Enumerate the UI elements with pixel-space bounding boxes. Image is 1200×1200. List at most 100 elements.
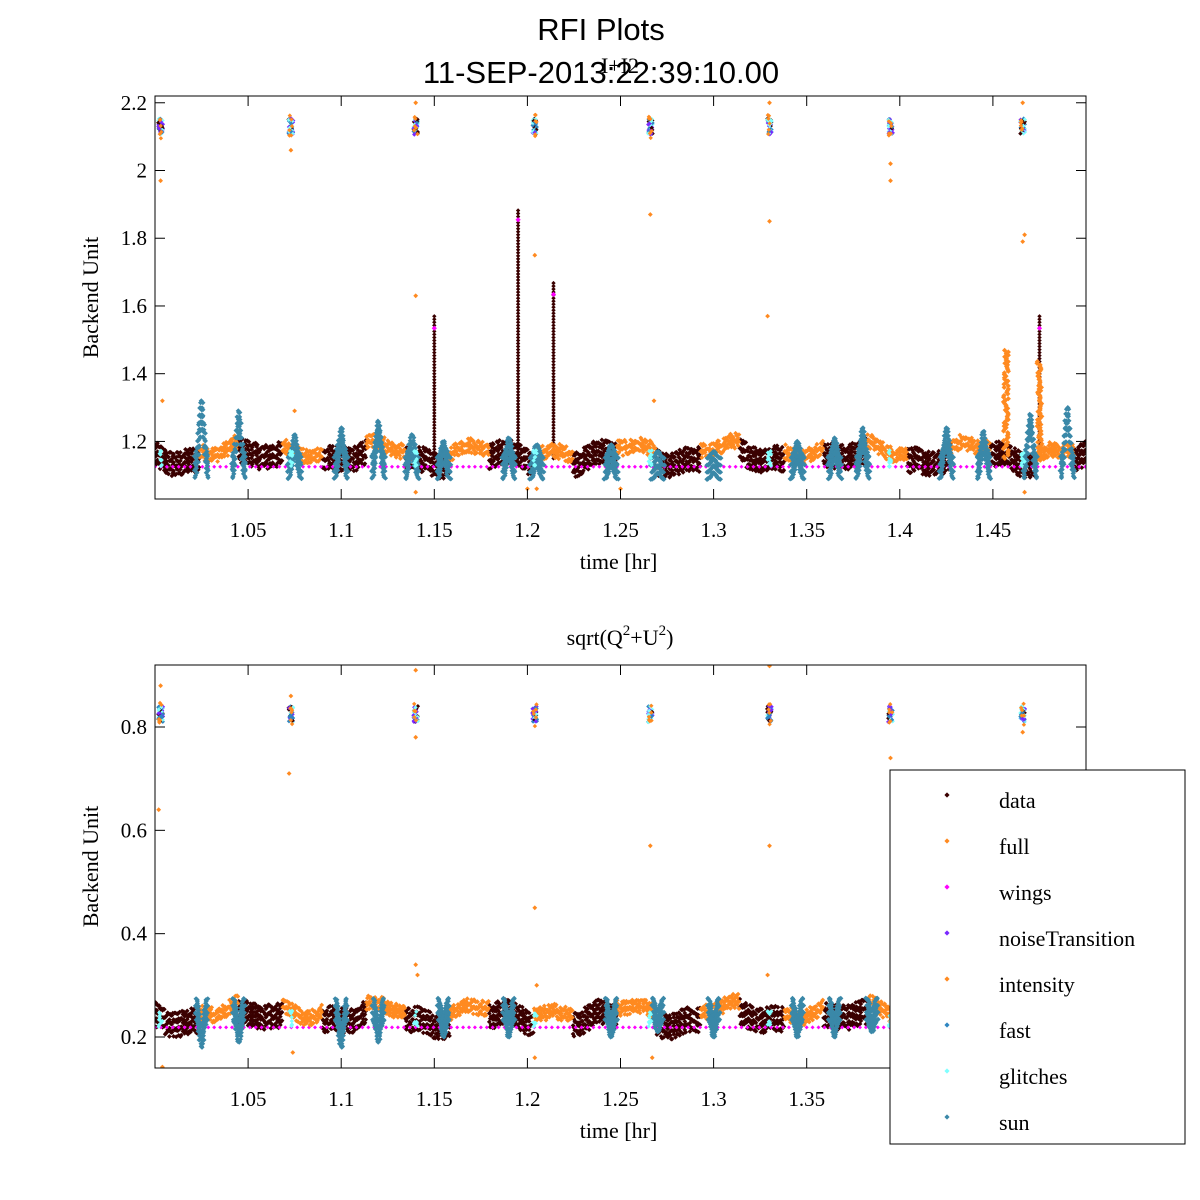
full-point: [1043, 445, 1049, 451]
full-point: [1041, 449, 1047, 455]
full-point: [620, 453, 626, 458]
sun-point: [438, 457, 444, 463]
intensity-spike-point: [1001, 423, 1007, 429]
data-point: [350, 456, 356, 462]
data-point: [855, 443, 860, 449]
sun-point: [230, 450, 236, 456]
data-point: [357, 443, 363, 448]
data-point: [1015, 448, 1021, 453]
sun-point: [402, 462, 408, 468]
data-spike-point: [432, 413, 437, 419]
sun-point: [1025, 444, 1031, 450]
sun-point: [444, 471, 450, 477]
wings-point: [680, 464, 685, 469]
sun-point: [945, 433, 951, 439]
data-spike-point: [515, 353, 521, 358]
sun-point: [792, 450, 799, 456]
data-point: [1083, 458, 1086, 464]
sun-point: [295, 445, 301, 451]
data-point: [330, 443, 336, 449]
full-point: [392, 443, 397, 448]
sun-point: [1025, 451, 1031, 457]
data-spike-point: [432, 317, 437, 322]
sun-point: [950, 461, 957, 467]
sun-point: [789, 473, 795, 479]
sun-point: [1032, 450, 1038, 456]
full-point: [210, 446, 215, 451]
sun-point: [1068, 440, 1074, 446]
data-spike-point: [515, 296, 521, 301]
data-point: [499, 450, 505, 456]
full-point: [283, 437, 289, 443]
intensity-spike-point: [1034, 417, 1041, 423]
data-point: [911, 468, 917, 473]
data-point: [839, 442, 845, 448]
data-point: [173, 463, 179, 468]
wings-point: [550, 291, 557, 297]
sun-point: [443, 462, 449, 468]
data-point: [423, 454, 429, 460]
data-spike-point: [515, 292, 521, 298]
sun-point: [336, 450, 342, 456]
sun-point: [1021, 471, 1027, 477]
sun-point: [535, 466, 541, 473]
sun-point: [615, 469, 621, 475]
data-spike-point: [515, 422, 521, 428]
data-spike-point: [551, 283, 556, 289]
sun-point: [862, 442, 868, 448]
data-point: [1026, 470, 1031, 476]
data-spike-point: [515, 274, 521, 280]
data-point: [927, 456, 932, 462]
full-point: [725, 445, 731, 451]
sun-point: [936, 475, 942, 481]
sun-point: [865, 473, 871, 479]
sun-point: [537, 464, 543, 470]
glitch-point: [159, 457, 164, 463]
intensity-spike-point: [1004, 413, 1010, 419]
full-point: [645, 445, 650, 450]
data-point: [362, 461, 368, 466]
full-point: [221, 441, 226, 446]
sun-point: [1061, 454, 1068, 460]
full-point: [319, 447, 325, 453]
intensity-spike-point: [1005, 352, 1011, 358]
data-point: [686, 451, 692, 457]
data-spike-point: [1037, 317, 1042, 322]
wings-point: [478, 464, 483, 469]
full-point: [1053, 452, 1058, 458]
full-point: [880, 440, 886, 445]
sun-point: [608, 449, 614, 455]
data-point: [269, 463, 275, 469]
full-point: [1043, 452, 1049, 458]
data-point: [164, 467, 170, 473]
sun-point: [977, 444, 983, 450]
data-point: [273, 454, 279, 459]
data-point: [246, 439, 252, 445]
full-point: [456, 452, 462, 458]
wings-point: [597, 464, 602, 469]
sun-point: [979, 446, 985, 452]
full-point: [387, 441, 393, 447]
wings-point: [313, 464, 317, 469]
wings-point: [727, 464, 732, 469]
sun-point: [412, 441, 418, 448]
data-spike-point: [432, 350, 437, 355]
data-spike-point: [432, 320, 437, 325]
sun-point: [541, 469, 547, 475]
sun-point: [1071, 468, 1078, 474]
sun-point: [380, 469, 386, 475]
data-spike-point: [432, 453, 437, 458]
wings-point: [621, 464, 625, 469]
full-point: [222, 454, 227, 459]
wings-point: [775, 464, 780, 469]
sun-point: [296, 458, 302, 464]
data-spike-point: [515, 419, 521, 425]
sun-point: [234, 441, 240, 447]
data-spike-point: [551, 398, 556, 404]
data-point: [273, 462, 279, 468]
sun-point: [940, 463, 946, 469]
data-spike-point: [432, 432, 437, 437]
data-spike-point: [432, 377, 437, 382]
wings-point: [846, 464, 851, 469]
